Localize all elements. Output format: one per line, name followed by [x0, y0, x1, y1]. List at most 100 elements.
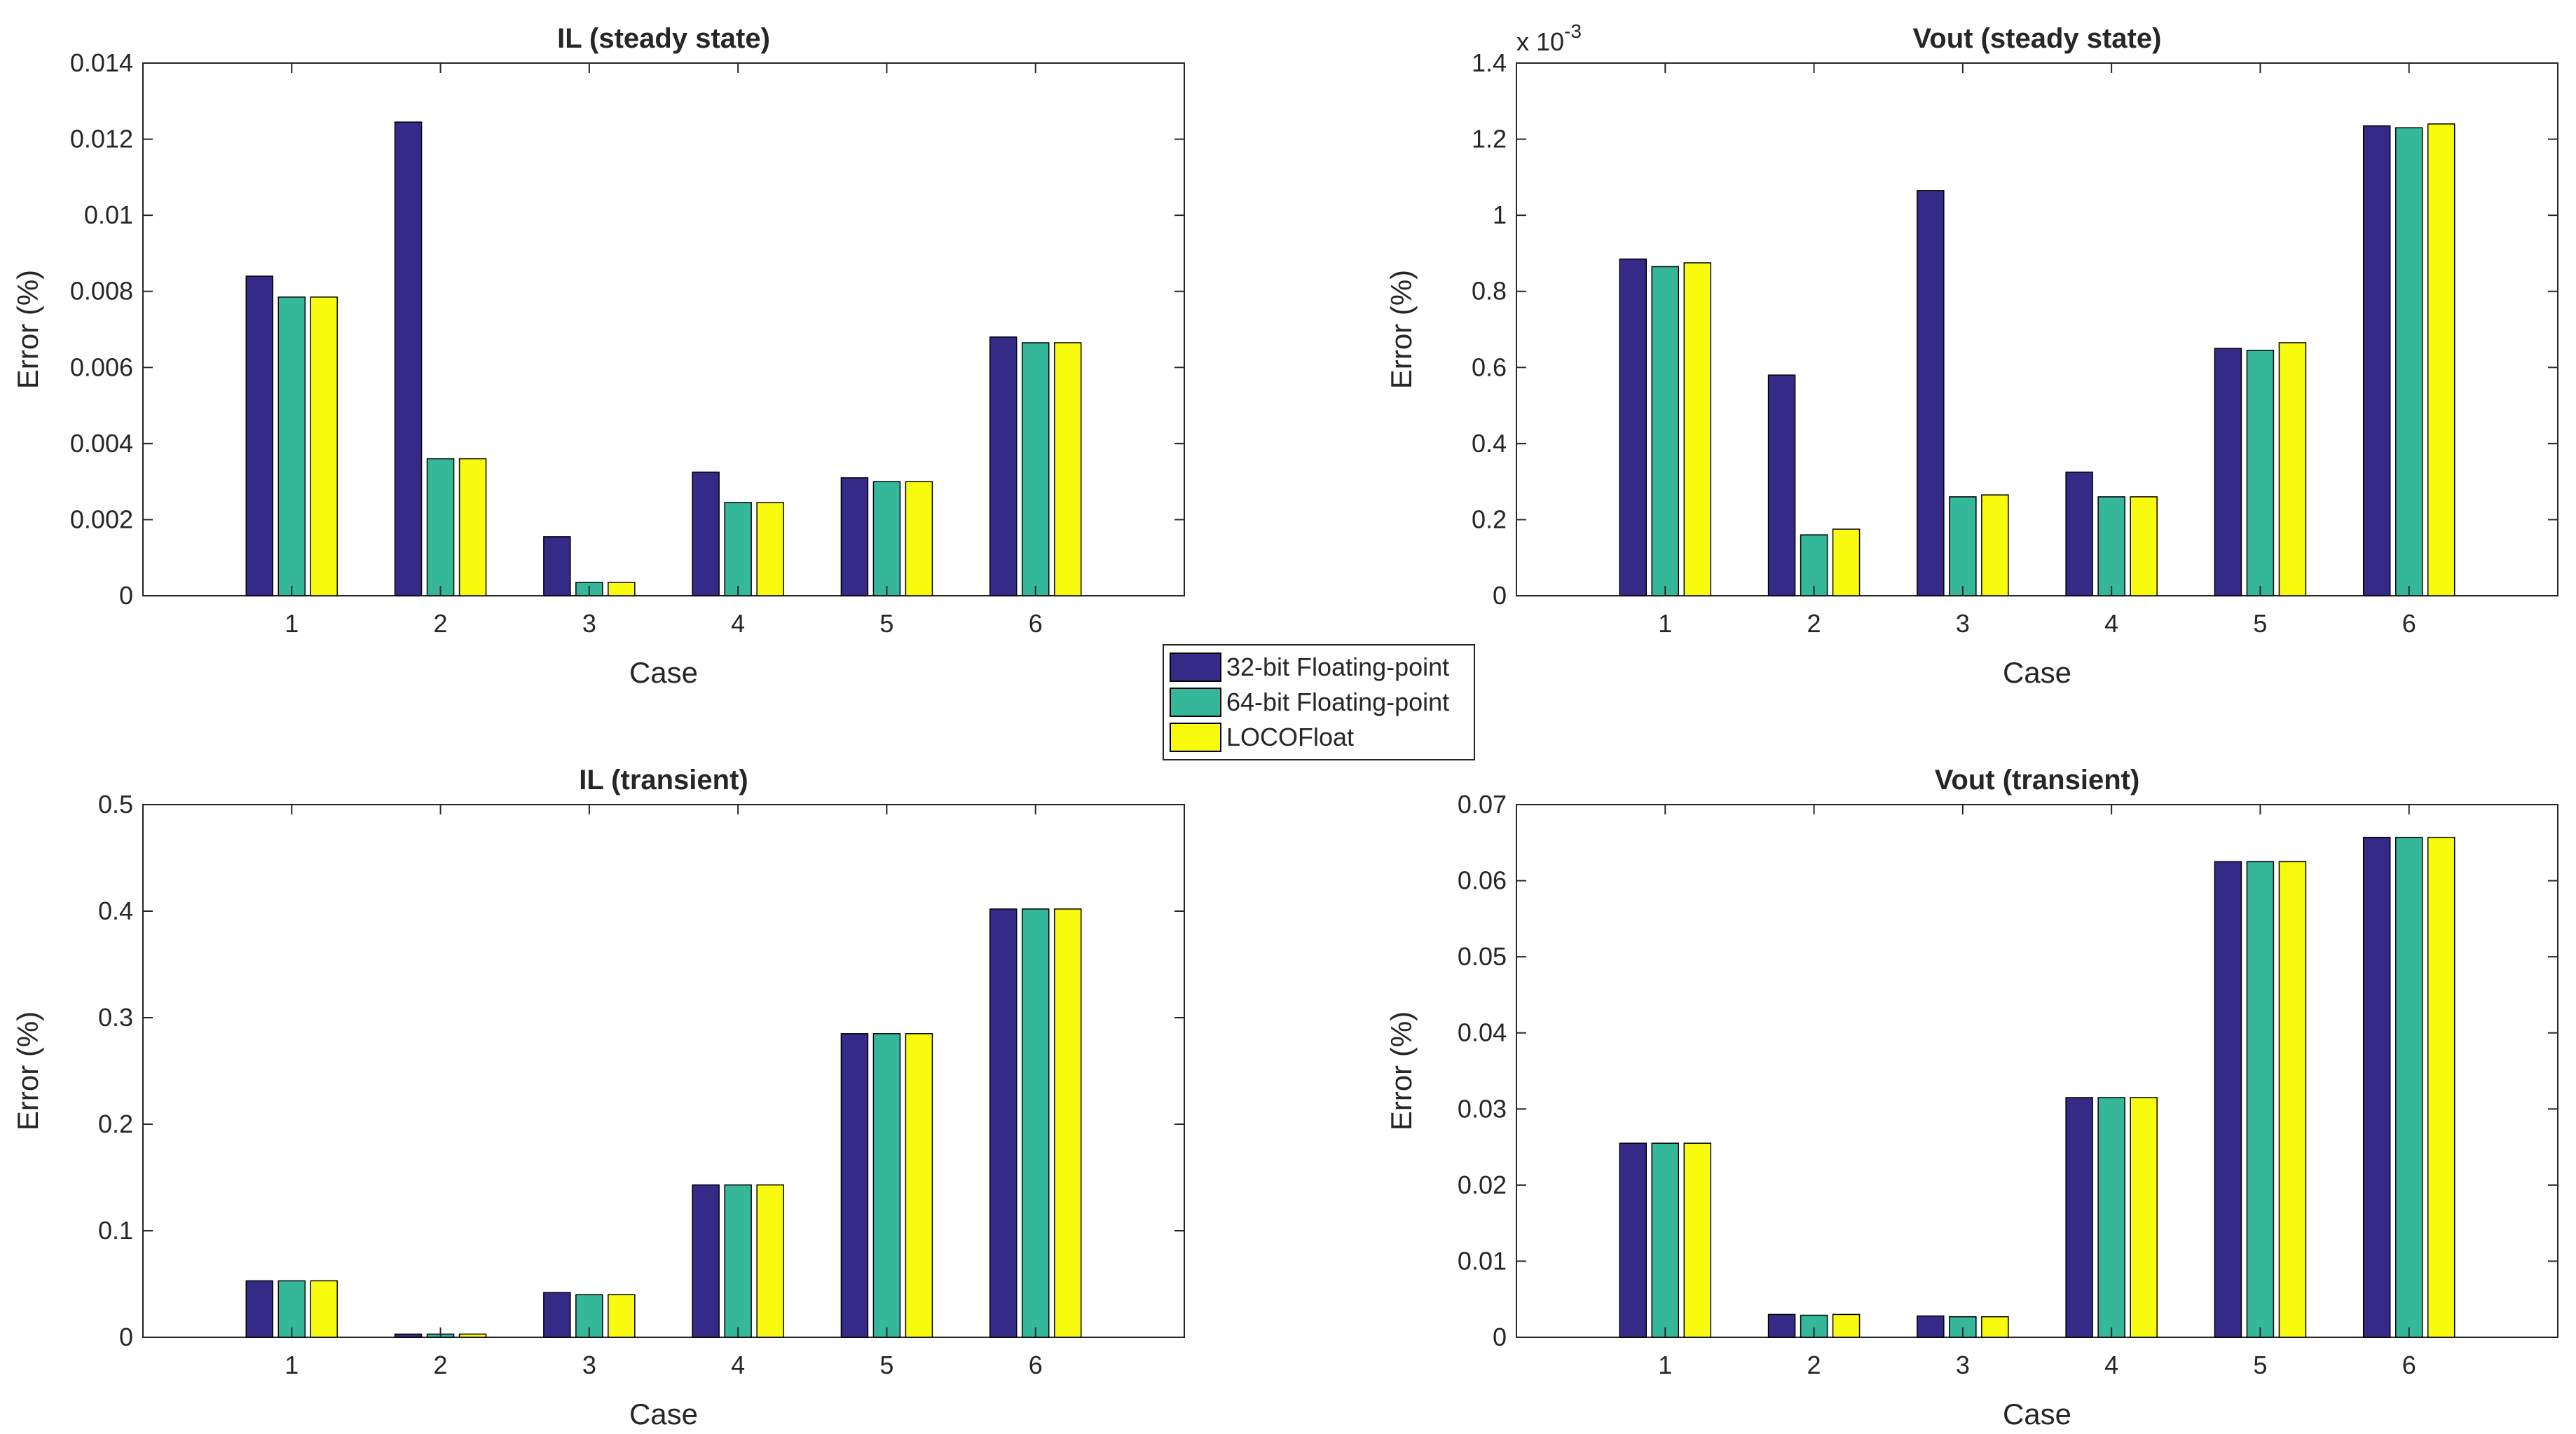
- x-tick-label: 2: [1807, 1351, 1821, 1379]
- x-axis-label: Case: [629, 656, 698, 689]
- bar: [872, 481, 901, 596]
- x-tick-label: 3: [582, 609, 596, 638]
- bar: [245, 1280, 274, 1338]
- bar: [724, 1184, 752, 1338]
- y-tick-label: 0.014: [70, 48, 133, 77]
- legend-swatch-64bit: [1170, 688, 1221, 717]
- bar: [1651, 266, 1680, 596]
- x-axis-label: Case: [2003, 656, 2071, 689]
- y-tick-label: 0: [1493, 1323, 1507, 1351]
- x-tick-label: 1: [1658, 609, 1672, 638]
- legend-label-32bit: 32-bit Floating-point: [1226, 653, 1449, 681]
- bar: [2278, 342, 2307, 596]
- bar: [2362, 836, 2391, 1338]
- bar: [1767, 374, 1796, 596]
- x-tick-label: 4: [731, 609, 745, 638]
- bar: [2130, 1097, 2158, 1338]
- x-tick-label: 1: [285, 609, 299, 638]
- x-tick-label: 4: [731, 1351, 745, 1379]
- bar: [575, 1294, 603, 1338]
- y-tick-label: 0.008: [70, 277, 133, 306]
- x-tick-label: 6: [2402, 1351, 2416, 1379]
- legend: 32-bit Floating-point 64-bit Floating-po…: [1163, 644, 1475, 760]
- bar: [756, 502, 784, 596]
- x-tick-label: 5: [879, 1351, 893, 1379]
- bar: [2362, 125, 2391, 596]
- x-tick-label: 5: [2253, 1351, 2267, 1379]
- y-tick-label: 0.03: [1458, 1094, 1507, 1123]
- bar: [245, 275, 274, 596]
- bar: [1917, 1315, 1945, 1338]
- bar: [756, 1184, 784, 1338]
- bar: [543, 536, 571, 596]
- chart-panel-4: 0 0.01 0.02 0.03 0.04 0.05 0.06 0.07 1 2 3 4 5 6 Vout …: [1385, 765, 2558, 1430]
- y-tick-label: 0.01: [1458, 1246, 1507, 1275]
- x-tick-label: 3: [582, 1351, 596, 1379]
- bar: [1683, 262, 1712, 596]
- bar: [1021, 908, 1050, 1338]
- y-exponent-power: -3: [1564, 20, 1582, 42]
- x-tick-label: 4: [2104, 1351, 2118, 1379]
- y-tick-label: 0: [119, 1323, 133, 1351]
- bar: [840, 1033, 869, 1338]
- bar: [872, 1033, 901, 1338]
- x-tick-label: 6: [1029, 1351, 1043, 1379]
- bar: [2278, 861, 2307, 1338]
- bar: [458, 1333, 487, 1338]
- bar: [278, 296, 306, 596]
- bar: [2214, 348, 2242, 596]
- bar: [543, 1292, 571, 1338]
- bar: [989, 336, 1018, 596]
- bar: [1053, 342, 1082, 596]
- y-tick-label: 0.6: [1472, 353, 1507, 381]
- bar: [426, 458, 455, 596]
- x-tick-label: 2: [434, 609, 448, 638]
- y-axis-label: Error (%): [11, 1011, 44, 1131]
- y-tick-label: 0.02: [1458, 1170, 1507, 1199]
- bar: [1800, 534, 1828, 596]
- bar: [2246, 861, 2275, 1338]
- y-tick-label: 0.2: [1472, 505, 1507, 533]
- bar: [2130, 496, 2158, 596]
- y-tick-label: 1.2: [1472, 125, 1507, 153]
- y-tick-label: 1.4: [1472, 48, 1507, 77]
- bar: [394, 1333, 423, 1338]
- y-tick-label: 0.004: [70, 429, 133, 458]
- bar: [1949, 496, 1977, 596]
- legend-swatch-32bit: [1170, 653, 1221, 682]
- bar: [2427, 123, 2455, 596]
- y-axis-label: Error (%): [11, 270, 44, 389]
- x-tick-label: 2: [1807, 609, 1821, 638]
- bar: [2065, 1097, 2093, 1338]
- y-tick-label: 0.006: [70, 353, 133, 381]
- bar: [2214, 861, 2242, 1338]
- y-tick-label: 0.1: [98, 1216, 133, 1245]
- x-tick-label: 4: [2104, 609, 2118, 638]
- y-tick-label: 0.06: [1458, 866, 1507, 895]
- x-tick-label: 1: [1658, 1351, 1672, 1379]
- bar: [2395, 127, 2423, 596]
- bar: [1832, 1313, 1861, 1338]
- legend-swatch-locofloat: [1170, 723, 1221, 752]
- x-axis-label: Case: [629, 1398, 698, 1430]
- y-tick-label: 0.01: [84, 200, 133, 229]
- bar: [989, 908, 1018, 1338]
- bar: [1021, 342, 1050, 596]
- bar: [1832, 528, 1861, 596]
- bar: [905, 1033, 933, 1338]
- x-tick-label: 3: [1956, 1351, 1970, 1379]
- x-tick-label: 6: [1029, 609, 1043, 638]
- bar: [1981, 494, 2009, 596]
- y-tick-label: 0.3: [98, 1003, 133, 1032]
- x-tick-label: 5: [2253, 609, 2267, 638]
- chart-panel-1: 0 0.002 0.004 0.006 0.008 0.01 0.012 0.014 1 2 3 4 5…: [11, 23, 1185, 689]
- bar: [458, 458, 487, 596]
- y-axis-label: Error (%): [1385, 1011, 1418, 1131]
- x-tick-label: 6: [2402, 609, 2416, 638]
- bar: [394, 121, 423, 596]
- x-tick-label: 2: [434, 1351, 448, 1379]
- bar: [692, 1184, 720, 1338]
- chart-title: IL (steady state): [557, 23, 770, 54]
- bar: [2097, 496, 2125, 596]
